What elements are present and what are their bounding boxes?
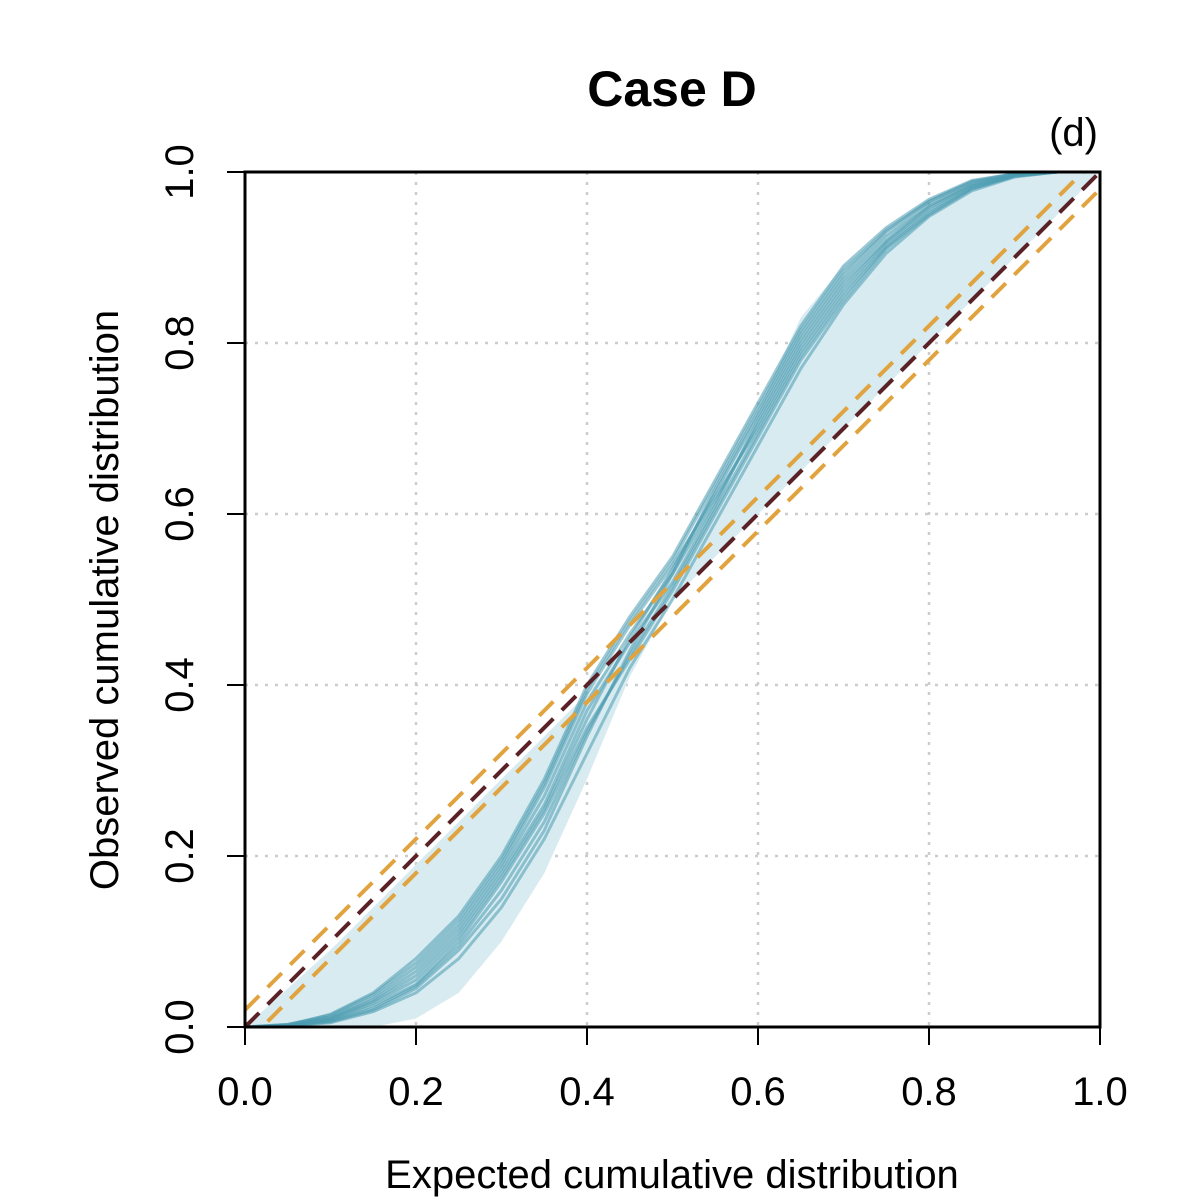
y-tick-label: 1.0 bbox=[158, 144, 202, 200]
x-tick-label: 0.0 bbox=[217, 1070, 273, 1114]
bound-line bbox=[245, 172, 1086, 1012]
replicate-curves bbox=[245, 172, 1100, 1027]
replicate-curve bbox=[245, 172, 1100, 1027]
x-tick-label: 0.2 bbox=[388, 1070, 444, 1114]
x-tick-label: 0.6 bbox=[730, 1070, 786, 1114]
panel-label: (d) bbox=[1049, 111, 1098, 155]
reference-line bbox=[245, 172, 1100, 1027]
replicate-curve bbox=[245, 172, 1100, 1027]
y-tick-label: 0.6 bbox=[158, 486, 202, 542]
replicate-curve bbox=[245, 172, 1100, 1027]
x-tick-label: 1.0 bbox=[1072, 1070, 1128, 1114]
replicate-curve bbox=[245, 172, 1100, 1027]
y-tick-label: 0.0 bbox=[158, 999, 202, 1055]
y-tick-label: 0.2 bbox=[158, 828, 202, 884]
x-tick-label: 0.4 bbox=[559, 1070, 615, 1114]
y-tick-label: 0.4 bbox=[158, 657, 202, 713]
y-tick-label: 0.8 bbox=[158, 315, 202, 371]
plot-frame bbox=[243, 170, 1102, 1029]
chart-title: Case D bbox=[587, 61, 757, 117]
y-axis-label: Observed cumulative distribution bbox=[83, 310, 127, 890]
reference-lines bbox=[245, 172, 1100, 1027]
replicate-curve bbox=[245, 172, 1100, 1027]
x-tick-label: 0.8 bbox=[901, 1070, 957, 1114]
x-axis-label: Expected cumulative distribution bbox=[385, 1153, 959, 1197]
bound-line bbox=[259, 187, 1100, 1027]
x-axis: 0.0 0.2 0.4 0.6 0.8 1.0 bbox=[217, 1027, 1128, 1114]
y-axis: 0.0 0.2 0.4 0.6 0.8 1.0 bbox=[158, 144, 245, 1055]
